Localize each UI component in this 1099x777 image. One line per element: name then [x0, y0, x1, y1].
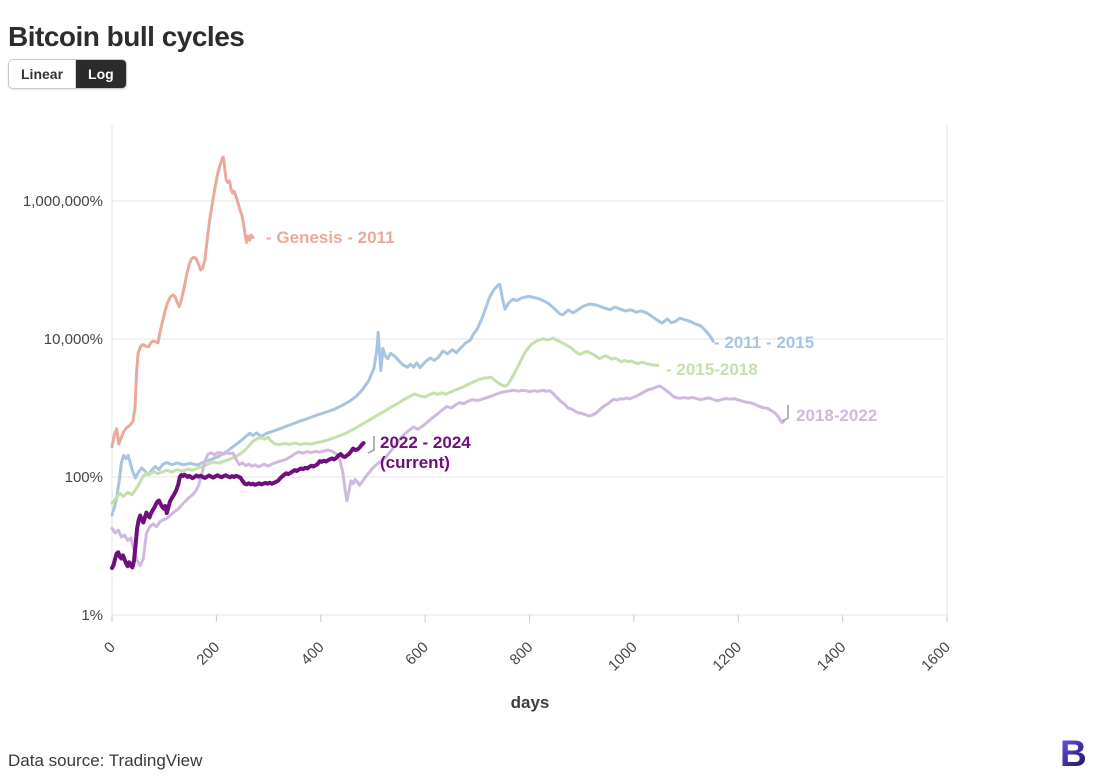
scale-toggle: Linear Log — [8, 59, 127, 89]
series-label-2018-2022: 2018-2022 — [796, 406, 877, 425]
linear-scale-button[interactable]: Linear — [9, 60, 77, 88]
label-connector-2022-2024 — [367, 436, 375, 454]
series-line-2011-2015[interactable] — [110, 282, 715, 517]
series-label-2022-2024: 2022 - 2024 — [380, 433, 471, 452]
bull-cycles-chart[interactable]: 1,000,000% 10,000% 100% 1% 0 200 400 600 800 1000… — [0, 0, 1099, 735]
grid-layer — [111, 125, 948, 616]
series-label-2022-2024-current: (current) — [380, 453, 450, 472]
series-label-genesis-2011: - Genesis - 2011 — [266, 228, 395, 247]
y-tick-label: 100% — [65, 469, 103, 486]
brand-logo: B — [1060, 733, 1087, 774]
series-layer — [110, 155, 786, 570]
y-tick-label: 1,000,000% — [23, 193, 103, 210]
y-tick-label: 1% — [81, 607, 103, 624]
x-tick-label: 0 — [101, 639, 119, 657]
series-label-2011-2015: - 2011 - 2015 — [714, 333, 814, 352]
x-tick-label: 1200 — [709, 639, 745, 675]
x-axis-title: days — [511, 693, 550, 712]
x-tick-label: 1000 — [605, 639, 641, 675]
axis-layer: 1,000,000% 10,000% 100% 1% 0 200 400 600 800 1000… — [23, 193, 954, 674]
x-tick-label: 1600 — [918, 639, 954, 675]
series-line-2015-2018[interactable] — [110, 336, 660, 505]
series-line-2018-2022[interactable] — [110, 384, 786, 568]
x-tick-label: 1400 — [814, 639, 850, 675]
x-tick-label: 800 — [507, 639, 537, 669]
series-line-2022-2024-current-[interactable] — [110, 441, 366, 570]
series-line-genesis-2011[interactable] — [110, 155, 255, 449]
x-tick-label: 200 — [193, 639, 223, 669]
label-connector-2018-2022 — [782, 405, 789, 422]
log-scale-button[interactable]: Log — [76, 60, 126, 88]
data-source-note: Data source: TradingView — [8, 751, 203, 770]
page-title: Bitcoin bull cycles — [8, 20, 245, 52]
series-label-2015-2018: - 2015-2018 — [666, 360, 758, 379]
x-tick-label: 400 — [298, 639, 328, 669]
y-tick-label: 10,000% — [44, 331, 103, 348]
x-tick-label: 600 — [402, 639, 432, 669]
